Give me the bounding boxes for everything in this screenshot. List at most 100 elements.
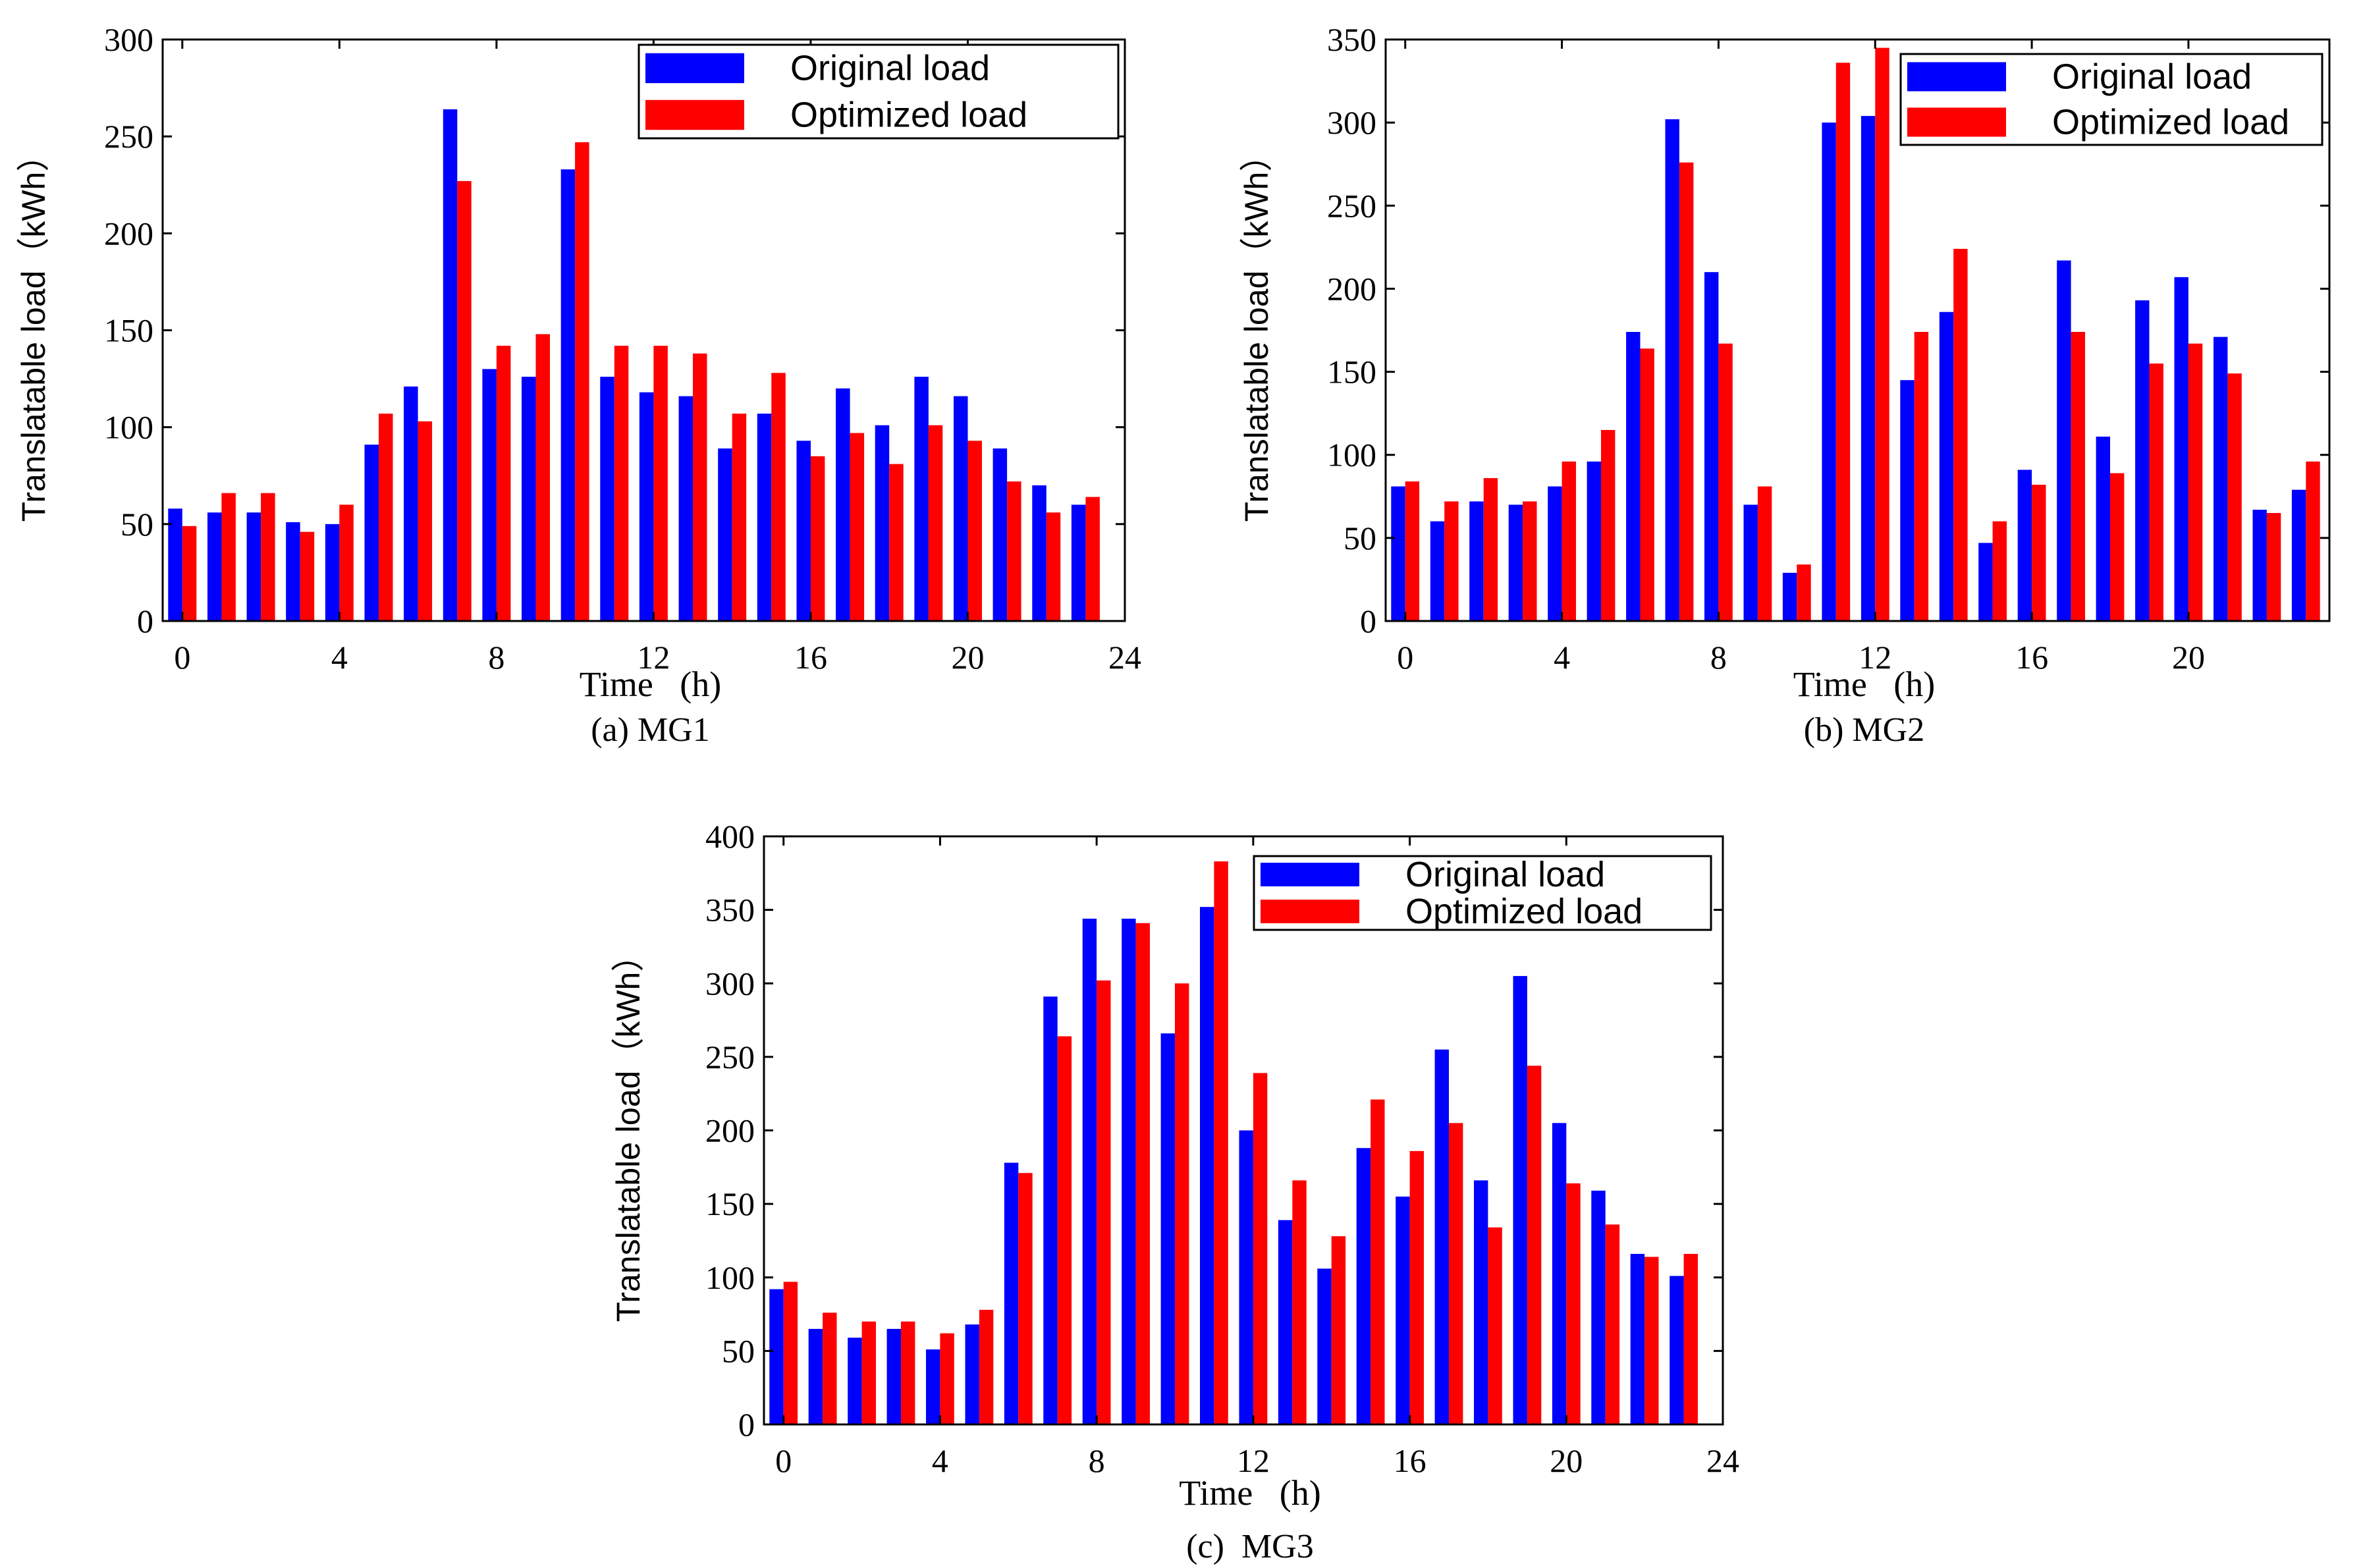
original-load-bar bbox=[482, 369, 497, 621]
original-load-bar bbox=[1822, 122, 1836, 622]
optimized-load-bar bbox=[1483, 478, 1498, 621]
legend-label: Original load bbox=[2052, 57, 2252, 97]
legend-label: Original load bbox=[790, 49, 990, 88]
original-load-bar bbox=[1071, 504, 1086, 621]
y-tick-label: 50 bbox=[722, 1332, 755, 1369]
y-tick-label: 350 bbox=[1327, 21, 1376, 58]
optimized-load-bar bbox=[1527, 1066, 1542, 1424]
y-tick-label: 50 bbox=[1344, 520, 1376, 556]
original-load-bar bbox=[2252, 510, 2267, 621]
original-load-bar bbox=[1900, 380, 1915, 621]
chart-panel-mg2: 0 50 100 150 200 250 300 350 0 4 8 12 16 20 Time (h) Tr… bbox=[1238, 21, 2331, 749]
chart-panel-mg3: 0 50 100 150 200 250 300 350 400 0 4 8 12 16 20 24 Time … bbox=[610, 818, 1739, 1565]
y-tick-label: 250 bbox=[705, 1039, 755, 1075]
y-tick-label: 300 bbox=[705, 965, 755, 1002]
optimized-load-bar bbox=[1409, 1150, 1424, 1424]
optimized-load-bar bbox=[457, 180, 472, 621]
original-load-bar bbox=[443, 109, 458, 621]
original-load-bar bbox=[325, 524, 340, 621]
optimized-load-bar bbox=[1523, 501, 1537, 621]
original-load-bar bbox=[1082, 919, 1097, 1424]
optimized-load-bar bbox=[2149, 364, 2163, 621]
optimized-load-bar bbox=[1644, 1257, 1659, 1424]
optimized-load-bar bbox=[1640, 348, 1654, 621]
original-load-bar bbox=[1278, 1220, 1293, 1424]
optimized-load-bar bbox=[1875, 47, 1889, 622]
optimized-load-bar bbox=[1914, 332, 1929, 621]
y-tick-label: 150 bbox=[1327, 354, 1376, 391]
original-load-bar bbox=[1004, 1162, 1019, 1424]
optimized-load-bar bbox=[1046, 512, 1061, 621]
y-tick-label: 0 bbox=[738, 1406, 755, 1443]
legend-label: Original load bbox=[1405, 855, 1605, 894]
optimized-load-bar bbox=[182, 526, 197, 621]
optimized-load-bar bbox=[1214, 861, 1228, 1424]
original-load-bar bbox=[1160, 1033, 1175, 1424]
optimized-load-bar bbox=[1331, 1236, 1346, 1424]
x-tick-label: 16 bbox=[1394, 1442, 1426, 1479]
optimized-load-bar bbox=[889, 464, 904, 621]
original-load-bar bbox=[796, 441, 811, 621]
original-load-bar bbox=[875, 425, 890, 621]
y-tick-label: 150 bbox=[705, 1185, 755, 1222]
optimized-load-bar bbox=[967, 441, 982, 621]
original-load-bar bbox=[1469, 501, 1484, 621]
y-axis-label: Translatable load（kWh） bbox=[15, 139, 52, 522]
original-load-bar bbox=[1587, 461, 1601, 621]
original-load-bar bbox=[965, 1324, 979, 1424]
original-load-bar bbox=[404, 386, 418, 621]
original-load-bar bbox=[286, 522, 300, 621]
optimized-load-bar bbox=[2188, 343, 2203, 621]
original-load-bar bbox=[2017, 470, 2032, 621]
original-load-bar bbox=[1508, 504, 1523, 621]
legend-swatch bbox=[1261, 863, 1359, 886]
legend-swatch bbox=[645, 99, 744, 130]
optimized-load-bar bbox=[1292, 1180, 1307, 1424]
original-load-bar bbox=[207, 512, 222, 621]
optimized-load-bar bbox=[2306, 461, 2320, 621]
optimized-load-bar bbox=[1253, 1073, 1268, 1424]
original-load-bar bbox=[1626, 332, 1641, 621]
x-tick-label: 12 bbox=[637, 639, 670, 676]
original-load-bar bbox=[1391, 486, 1405, 621]
original-load-bar bbox=[2096, 437, 2110, 621]
optimized-load-bar bbox=[221, 493, 236, 621]
optimized-load-bar bbox=[1018, 1173, 1033, 1424]
x-tick-label: 8 bbox=[488, 639, 504, 676]
original-load-bar bbox=[560, 169, 576, 621]
optimized-load-bar bbox=[810, 456, 825, 621]
optimized-load-bar bbox=[1057, 1036, 1072, 1424]
optimized-load-bar bbox=[1566, 1183, 1581, 1424]
y-tick-label: 150 bbox=[104, 312, 153, 349]
optimized-load-bar bbox=[1835, 63, 1851, 622]
x-tick-label: 0 bbox=[775, 1442, 792, 1479]
original-load-bar bbox=[522, 377, 536, 621]
y-tick-label: 0 bbox=[1360, 603, 1376, 639]
optimized-load-bar bbox=[1601, 429, 1616, 621]
original-load-bar bbox=[1548, 486, 1562, 621]
original-load-bar bbox=[600, 377, 614, 621]
y-tick-label: 400 bbox=[705, 818, 755, 855]
legend-swatch bbox=[1261, 900, 1359, 923]
optimized-load-bar bbox=[2032, 485, 2046, 621]
original-load-bar bbox=[1317, 1268, 1332, 1424]
y-tick-label: 350 bbox=[705, 892, 755, 929]
optimized-load-bar bbox=[1097, 980, 1111, 1424]
x-tick-label: 0 bbox=[1397, 639, 1413, 676]
optimized-load-bar bbox=[614, 346, 629, 621]
optimized-load-bar bbox=[575, 142, 589, 621]
legend-label: Optimized load bbox=[1405, 892, 1643, 931]
y-tick-label: 100 bbox=[104, 409, 153, 446]
original-load-bar bbox=[886, 1328, 901, 1424]
optimized-load-bar bbox=[979, 1309, 994, 1424]
x-tick-label: 20 bbox=[951, 639, 984, 676]
original-load-bar bbox=[1552, 1123, 1567, 1424]
x-tick-label: 20 bbox=[1550, 1442, 1583, 1479]
optimized-load-bar bbox=[535, 334, 550, 621]
original-load-bar bbox=[168, 508, 182, 621]
optimized-load-bar bbox=[1679, 162, 1694, 621]
x-tick-label: 20 bbox=[2172, 639, 2205, 676]
optimized-load-bar bbox=[418, 421, 433, 621]
y-tick-label: 0 bbox=[137, 603, 153, 639]
original-load-bar bbox=[1122, 919, 1136, 1424]
